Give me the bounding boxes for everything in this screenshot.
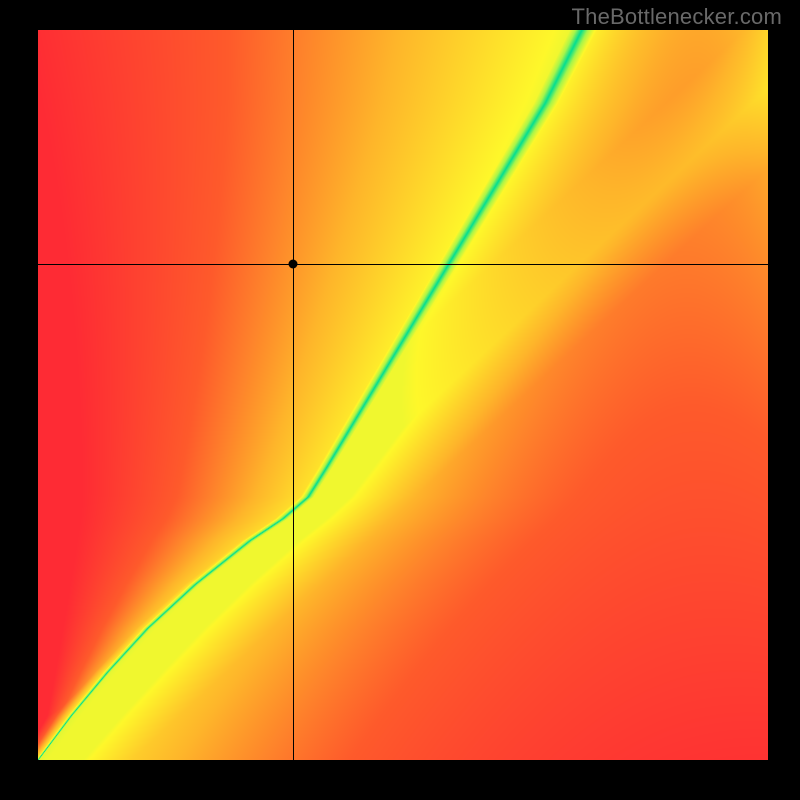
- crosshair-horizontal: [38, 264, 768, 265]
- heatmap-canvas: [38, 30, 768, 760]
- crosshair-dot: [288, 259, 297, 268]
- chart-container: TheBottlenecker.com: [0, 0, 800, 800]
- plot-area: [38, 30, 768, 760]
- crosshair-vertical: [293, 30, 294, 760]
- watermark-text: TheBottlenecker.com: [572, 4, 782, 30]
